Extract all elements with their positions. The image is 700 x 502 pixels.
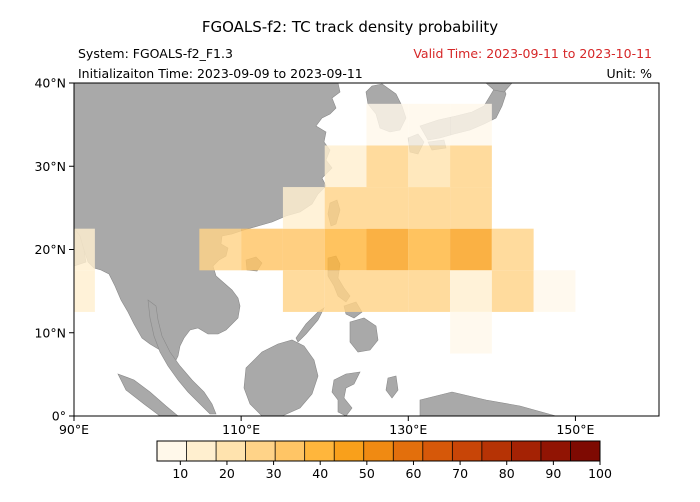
- density-cell: [366, 187, 409, 229]
- colorbar-tick-label: 10: [172, 466, 188, 481]
- borneo-island: [243, 339, 319, 416]
- mindanao-island: [349, 317, 379, 353]
- colorbar-tick-label: 60: [406, 466, 422, 481]
- colorbar-bin: [393, 441, 423, 461]
- y-axis: 0° 10°N 20°N 30°N 40°N: [34, 76, 74, 424]
- colorbar-frame: [156, 440, 601, 462]
- y-tick-label: 20°N: [34, 242, 66, 257]
- colorbar: 10 20 30 40 50 60 70 80 90 100: [156, 440, 612, 481]
- colorbar-bin: [481, 441, 512, 461]
- density-cell: [408, 103, 451, 146]
- density-cell: [366, 228, 409, 271]
- density-cell: [282, 270, 325, 312]
- colorbar-bin: [452, 441, 482, 461]
- colorbar-bin: [422, 441, 453, 461]
- x-tick-label: 110°E: [222, 422, 260, 437]
- colorbar-tick-label: 100: [588, 466, 612, 481]
- colorbar-tick-label: 70: [452, 466, 468, 481]
- colorbar-bin: [216, 441, 246, 461]
- y-tick-label: 0°: [52, 409, 66, 424]
- density-cell: [324, 187, 367, 229]
- sulawesi-island: [331, 371, 361, 416]
- chart-title: FGOALS-f2: TC track density probability: [201, 18, 499, 36]
- valid-time-label: Valid Time: 2023-09-11 to 2023-10-11: [413, 46, 652, 61]
- x-tick-label: 150°E: [556, 422, 594, 437]
- colorbar-tick-label: 40: [312, 466, 328, 481]
- density-cell: [491, 228, 534, 271]
- colorbar-bin: [334, 441, 364, 461]
- colorbar-tick-label: 20: [219, 466, 235, 481]
- sumatra-island: [117, 373, 179, 416]
- init-time-label: Initializaiton Time: 2023-09-09 to 2023-…: [78, 66, 363, 81]
- density-cell: [450, 145, 492, 188]
- density-cells: [74, 103, 576, 354]
- density-cell: [408, 270, 451, 312]
- density-cell: [450, 228, 492, 271]
- colorbar-bin: [186, 441, 217, 461]
- colorbar-bin: [157, 441, 187, 461]
- density-cell: [408, 228, 451, 271]
- density-cell: [450, 103, 492, 146]
- y-tick-label: 40°N: [34, 76, 66, 91]
- density-cell: [408, 145, 451, 188]
- colorbar-tick-label: 90: [545, 466, 561, 481]
- density-cell: [450, 311, 492, 354]
- malay-peninsula: [147, 299, 217, 415]
- x-tick-label: 130°E: [389, 422, 427, 437]
- colorbar-bin: [511, 441, 541, 461]
- density-cell: [74, 228, 95, 271]
- colorbar-bin: [275, 441, 305, 461]
- y-tick-label: 30°N: [34, 159, 66, 174]
- hokkaido-island: [485, 83, 513, 93]
- colorbar-bin: [363, 441, 394, 461]
- new-guinea-island: [419, 391, 557, 416]
- density-cell: [282, 228, 325, 271]
- density-cell: [74, 270, 95, 312]
- colorbar-bin: [304, 441, 335, 461]
- density-cell: [324, 270, 367, 312]
- density-cell: [408, 187, 451, 229]
- x-tick-label: 90°E: [59, 422, 89, 437]
- colorbar-tick-label: 80: [499, 466, 515, 481]
- density-cell: [366, 103, 409, 146]
- density-cell: [366, 270, 409, 312]
- density-cell: [199, 228, 242, 271]
- unit-label: Unit: %: [606, 66, 652, 81]
- density-cell: [324, 228, 367, 271]
- density-cell: [450, 187, 492, 229]
- colorbar-tick-label: 30: [266, 466, 282, 481]
- system-label: System: FGOALS-f2_F1.3: [78, 46, 233, 61]
- colorbar-bin: [540, 441, 571, 461]
- x-axis: 90°E 110°E 130°E 150°E: [59, 416, 595, 437]
- density-cell: [491, 270, 534, 312]
- density-cell: [533, 270, 576, 312]
- density-cell: [324, 145, 367, 188]
- density-cell: [241, 228, 283, 271]
- density-cell: [366, 145, 409, 188]
- colorbar-tick-label: 50: [359, 466, 375, 481]
- colorbar-bin: [570, 441, 600, 461]
- colorbar-bin: [245, 441, 276, 461]
- density-cell: [282, 187, 325, 229]
- halmahera-island: [385, 375, 399, 399]
- y-tick-label: 10°N: [34, 325, 66, 340]
- density-cell: [450, 270, 492, 312]
